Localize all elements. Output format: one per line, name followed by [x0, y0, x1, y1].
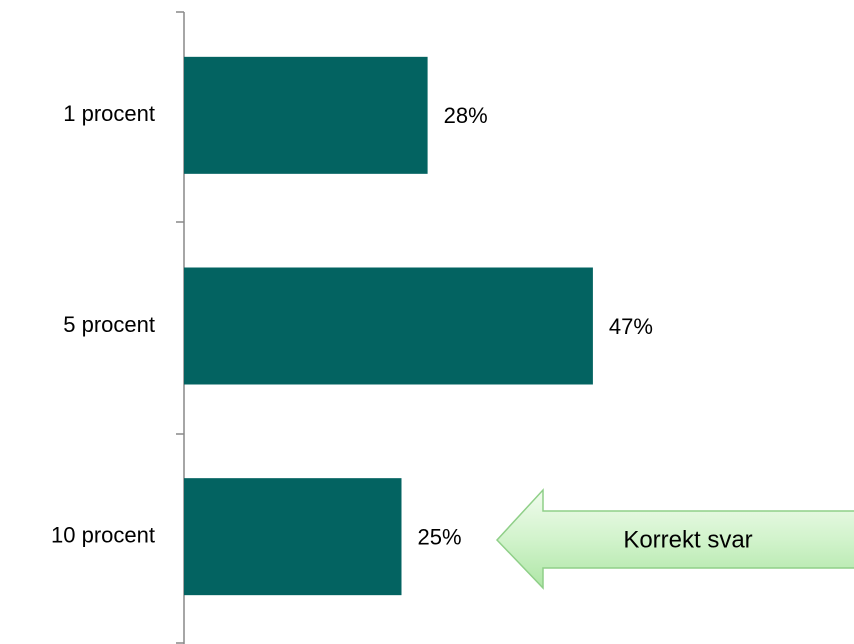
value-label: 47%: [609, 314, 653, 339]
bar: [184, 478, 402, 596]
value-label: 25%: [418, 524, 462, 549]
category-label: 10 procent: [51, 522, 155, 547]
bar: [184, 56, 428, 174]
category-label: 5 procent: [63, 312, 155, 337]
category-label: 1 procent: [63, 101, 155, 126]
value-label: 28%: [444, 103, 488, 128]
annotation-arrow: Korrekt svar: [495, 488, 854, 590]
arrow-shape: [495, 488, 854, 590]
axis: [176, 11, 185, 644]
bar: [184, 267, 593, 385]
annotation-text: Korrekt svar: [623, 526, 752, 553]
